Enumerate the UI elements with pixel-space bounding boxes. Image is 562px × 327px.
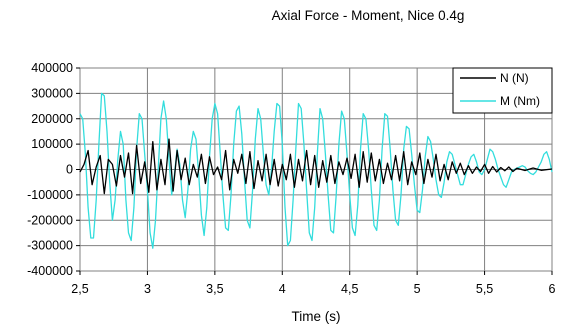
chart-title: Axial Force - Moment, Nice 0.4g — [271, 8, 465, 23]
series-layer — [79, 92, 553, 249]
y-tick-label: -300000 — [27, 239, 73, 253]
x-axis-label: Time (s) — [291, 309, 341, 324]
y-tick-label: 200000 — [31, 112, 73, 126]
series-line-m — [79, 92, 553, 249]
x-tick-label: 6 — [549, 282, 556, 296]
y-tick-label: 400000 — [31, 61, 73, 75]
y-tick-label: -100000 — [27, 188, 73, 202]
legend-label-m: M (Nm) — [500, 94, 540, 108]
y-tick-label: -200000 — [27, 213, 73, 227]
x-tick-label: 5 — [414, 282, 421, 296]
x-tick-label: 2,5 — [71, 282, 88, 296]
x-tick-label: 4 — [279, 282, 286, 296]
x-tick-label: 3,5 — [206, 282, 223, 296]
x-tick-label: 4,5 — [341, 282, 358, 296]
legend: N (N) M (Nm) — [452, 67, 553, 114]
x-tick-label: 5,5 — [476, 282, 493, 296]
y-tick-label: 0 — [66, 163, 73, 177]
y-tick-label: 300000 — [31, 86, 73, 100]
series-line-n — [79, 138, 553, 195]
x-tick-label: 3 — [144, 282, 151, 296]
y-tick-label: -400000 — [27, 264, 73, 278]
y-axis-ticks: 400000 300000 200000 100000 0 -100000 -200000 -… — [27, 61, 80, 278]
x-axis-ticks: 2,5 3 3,5 4 4,5 5 5,5 6 — [71, 271, 556, 296]
y-tick-label: 100000 — [31, 137, 73, 151]
legend-label-n: N (N) — [500, 71, 529, 85]
legend-box — [452, 67, 553, 114]
